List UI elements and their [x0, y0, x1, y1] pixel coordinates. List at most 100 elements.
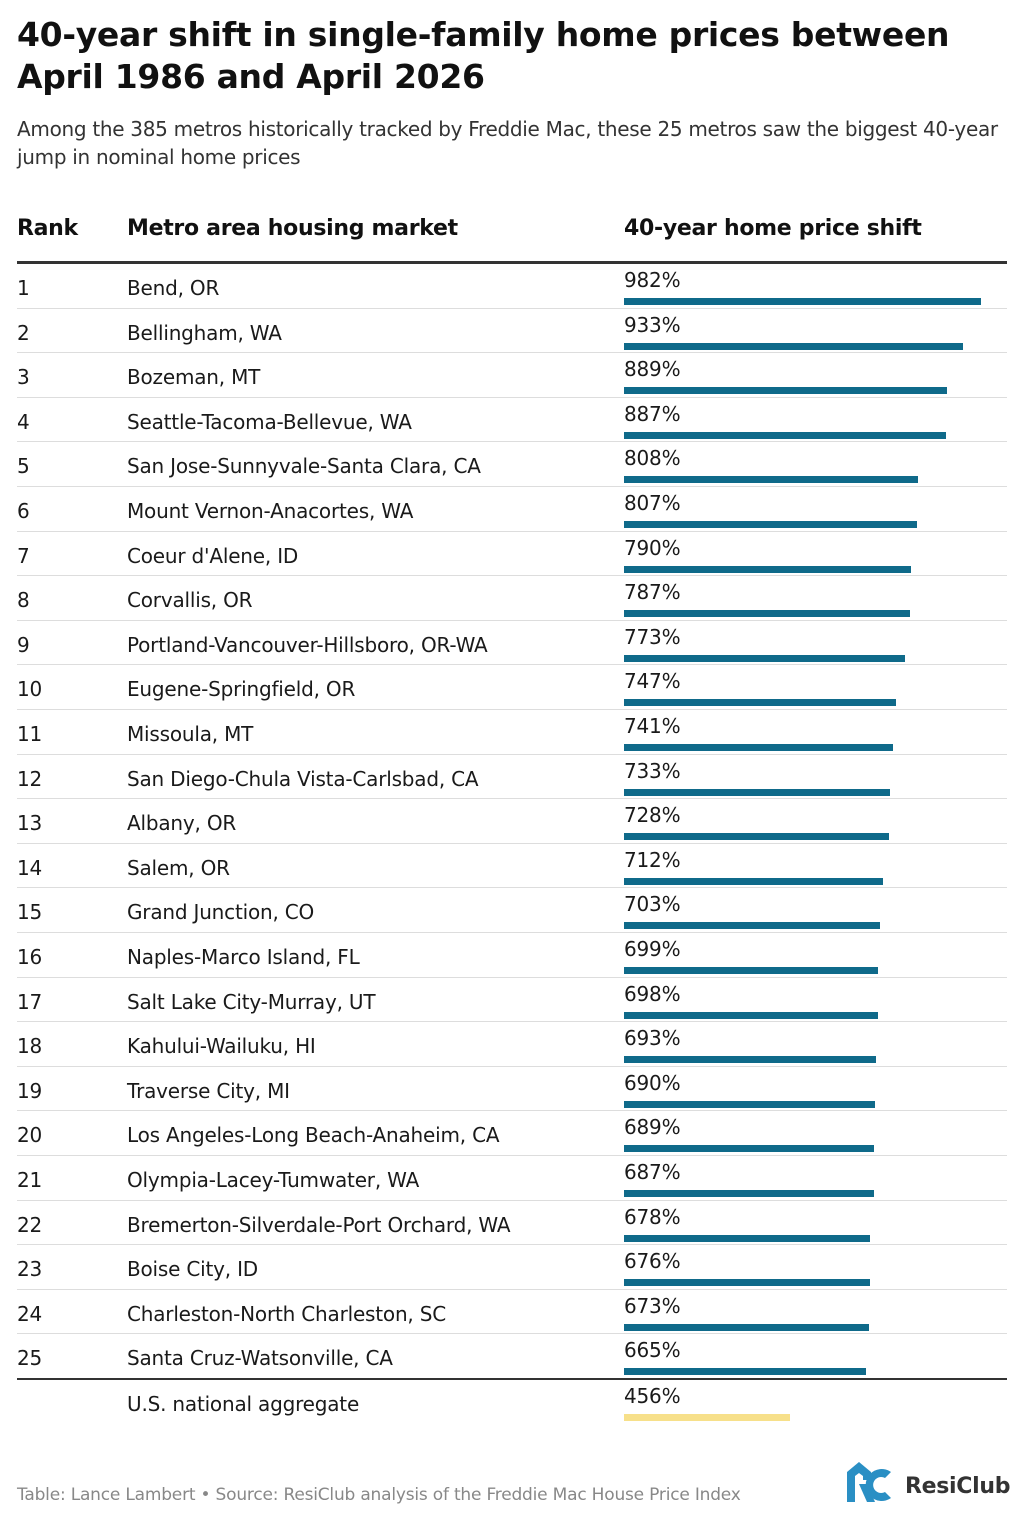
value-label: 790%: [624, 535, 681, 560]
rank-cell: 4: [17, 409, 30, 434]
rank-cell: 9: [17, 632, 30, 657]
bar-mark: [624, 476, 918, 484]
rank-cell: 15: [17, 900, 43, 925]
table-row: 11 Missoula, MT 741%: [17, 710, 1007, 755]
bar-mark: [624, 1279, 870, 1287]
value-label: 676%: [624, 1249, 681, 1274]
table-row: 5 San Jose-Sunnyvale-Santa Clara, CA 808%: [17, 442, 1007, 487]
metro-cell: Grand Junction, CO: [127, 900, 315, 925]
header-rule: [17, 261, 1007, 264]
metro-cell: Naples-Marco Island, FL: [127, 945, 360, 969]
national-bar: [624, 1414, 790, 1421]
bar-mark: [624, 877, 883, 885]
metro-cell: Olympia-Lacey-Tumwater, WA: [127, 1168, 420, 1192]
value-label: 678%: [624, 1204, 681, 1229]
table-row: 13 Albany, OR 728%: [17, 799, 1007, 844]
bar-mark: [624, 967, 878, 974]
table-row: 19 Traverse City, MI 690%: [17, 1067, 1007, 1112]
bar-mark: [624, 431, 946, 439]
rank-cell: 25: [17, 1346, 43, 1371]
column-header-shift: 40-year home price shift: [624, 216, 922, 241]
bar-mark: [624, 1056, 876, 1064]
value-label: 703%: [624, 892, 681, 917]
metro-cell: Bellingham, WA: [127, 320, 282, 345]
table-row: 20 Los Angeles-Long Beach-Anaheim, CA 689%: [17, 1111, 1007, 1156]
table-row: 6 Mount Vernon-Anacortes, WA 807%: [17, 487, 1007, 532]
value-label: 687%: [624, 1160, 681, 1184]
table-row: 4 Seattle-Tacoma-Bellevue, WA 887%: [17, 398, 1007, 443]
value-label: 712%: [624, 847, 681, 872]
rank-cell: 6: [17, 499, 30, 523]
bar-mark: [624, 744, 893, 751]
value-label: 773%: [624, 624, 681, 649]
national-value-label: 456%: [624, 1384, 681, 1408]
rank-cell: 20: [17, 1123, 43, 1148]
table-row: 10 Eugene-Springfield, OR 747%: [17, 665, 1007, 710]
value-label: 807%: [624, 491, 681, 515]
page-subtitle: Among the 385 metros historically tracke…: [17, 117, 998, 169]
table-row: 14 Salem, OR 712%: [17, 844, 1007, 889]
table-row: 12 San Diego-Chula Vista-Carlsbad, CA 733%: [17, 755, 1007, 800]
bar-mark: [624, 699, 896, 707]
rank-cell: 5: [17, 454, 30, 479]
rank-cell: 3: [17, 365, 30, 390]
value-label: 747%: [624, 669, 681, 694]
rank-cell: 17: [17, 989, 43, 1014]
bar-mark: [624, 565, 911, 573]
value-label: 887%: [624, 401, 681, 426]
bar-mark: [624, 387, 947, 395]
logo-text: ResiClub: [905, 1474, 1011, 1499]
bar-mark: [624, 1145, 874, 1153]
metro-cell: Los Angeles-Long Beach-Anaheim, CA: [127, 1123, 500, 1148]
table-row: 25 Santa Cruz-Watsonville, CA 665%: [17, 1334, 1007, 1379]
table-row: 22 Bremerton-Silverdale-Port Orchard, WA 6…: [17, 1201, 1007, 1246]
table-row: 15 Grand Junction, CO 703%: [17, 888, 1007, 933]
value-label: 665%: [624, 1338, 681, 1363]
table-row: 16 Naples-Marco Island, FL 699%: [17, 933, 1007, 978]
metro-cell: Missoula, MT: [127, 722, 254, 746]
rank-cell: 7: [17, 543, 30, 568]
rank-cell: 19: [17, 1078, 43, 1103]
table-row: 18 Kahului-Wailuku, HI 693%: [17, 1022, 1007, 1067]
value-label: 693%: [624, 1026, 681, 1051]
bar-mark: [624, 1323, 869, 1331]
rank-cell: 12: [17, 766, 43, 791]
table-row: 24 Charleston-North Charleston, SC 673%: [17, 1290, 1007, 1335]
column-header-metro: Metro area housing market: [127, 216, 458, 241]
rank-cell: 10: [17, 677, 43, 702]
value-label: 699%: [624, 937, 681, 961]
value-label: 733%: [624, 758, 681, 783]
rank-cell: 1: [17, 276, 30, 300]
metro-cell: San Jose-Sunnyvale-Santa Clara, CA: [127, 454, 481, 479]
resiclub-logo-icon: [847, 1462, 891, 1502]
metro-cell: Bozeman, MT: [127, 365, 261, 390]
value-label: 690%: [624, 1070, 681, 1095]
rank-cell: 13: [17, 811, 43, 836]
total-rule: [17, 1378, 1007, 1380]
bar-mark: [624, 342, 963, 350]
metro-cell: Charleston-North Charleston, SC: [127, 1301, 446, 1326]
table-row: 21 Olympia-Lacey-Tumwater, WA 687%: [17, 1156, 1007, 1201]
metro-cell: Bend, OR: [127, 276, 220, 300]
rank-cell: 11: [17, 722, 43, 746]
value-label: 673%: [624, 1293, 681, 1318]
national-label: U.S. national aggregate: [127, 1392, 360, 1416]
value-label: 728%: [624, 803, 681, 828]
table-row: 2 Bellingham, WA 933%: [17, 309, 1007, 354]
metro-cell: Salem, OR: [127, 855, 230, 880]
rank-cell: 8: [17, 588, 30, 613]
bar-mark: [624, 922, 880, 930]
table-row: 17 Salt Lake City-Murray, UT 698%: [17, 978, 1007, 1023]
metro-cell: Eugene-Springfield, OR: [127, 677, 356, 702]
metro-cell: Traverse City, MI: [127, 1078, 290, 1103]
bar-mark: [624, 1234, 870, 1242]
value-label: 787%: [624, 580, 681, 605]
page-title: 40-year shift in single-family home pric…: [17, 15, 950, 96]
column-header-rank: Rank: [17, 216, 78, 241]
bar-mark: [624, 610, 910, 618]
bar-mark: [624, 1100, 875, 1108]
bar-mark: [624, 654, 905, 662]
value-label: 808%: [624, 446, 681, 471]
national-row: U.S. national aggregate 456%: [17, 1380, 1007, 1428]
rank-cell: 18: [17, 1034, 43, 1059]
